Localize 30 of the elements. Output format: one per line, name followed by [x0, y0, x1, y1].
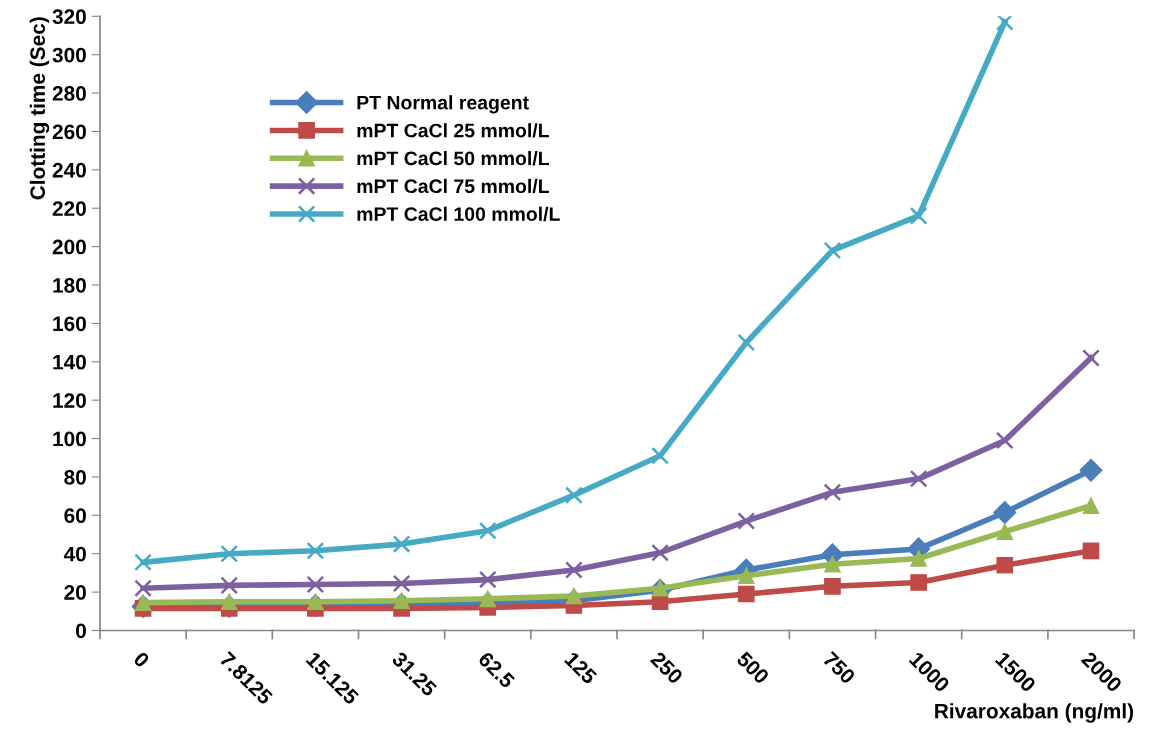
x-axis-title: Rivaroxaban (ng/ml) — [935, 703, 1134, 723]
y-tick-label: 20 — [64, 585, 86, 600]
x-tick-label: 125 — [564, 651, 598, 685]
y-tick-label: 220 — [52, 201, 86, 216]
y-tick-label: 40 — [63, 546, 86, 562]
y-tick-label: 0 — [76, 623, 86, 639]
legend-label: PT Normal reagent — [357, 95, 529, 114]
x-tick-label: 62.5 — [477, 650, 516, 690]
y-tick-label: 140 — [53, 354, 86, 370]
y-tick-label: 160 — [53, 316, 86, 332]
x-tick-label: 500 — [735, 650, 770, 685]
y-tick-label: 320 — [52, 9, 86, 25]
y-tick-label: 100 — [53, 431, 86, 447]
legend-label: mPT CaCl 50 mmol/L — [357, 150, 549, 166]
legend-label: mPT CaCl 75 mmol/L — [357, 178, 549, 194]
x-tick-label: 250 — [649, 650, 684, 685]
y-axis-title: Clotting time (Sec) — [29, 17, 50, 200]
x-tick-label: 0 — [132, 650, 151, 669]
legend-label: mPT CaCl 100 mmol/L — [357, 206, 560, 222]
legend-label: mPT CaCl 25 mmol/L — [357, 123, 549, 138]
x-tick-label: 750 — [822, 650, 857, 685]
y-tick-label: 200 — [52, 239, 86, 255]
y-tick-label: 300 — [52, 47, 86, 63]
y-tick-label: 180 — [53, 277, 86, 293]
y-tick-label: 80 — [64, 469, 86, 485]
y-tick-label: 260 — [52, 124, 86, 140]
y-tick-label: 60 — [64, 508, 86, 524]
y-tick-label: 120 — [53, 393, 86, 408]
y-tick-label: 280 — [52, 86, 86, 101]
y-tick-label: 240 — [52, 162, 86, 178]
